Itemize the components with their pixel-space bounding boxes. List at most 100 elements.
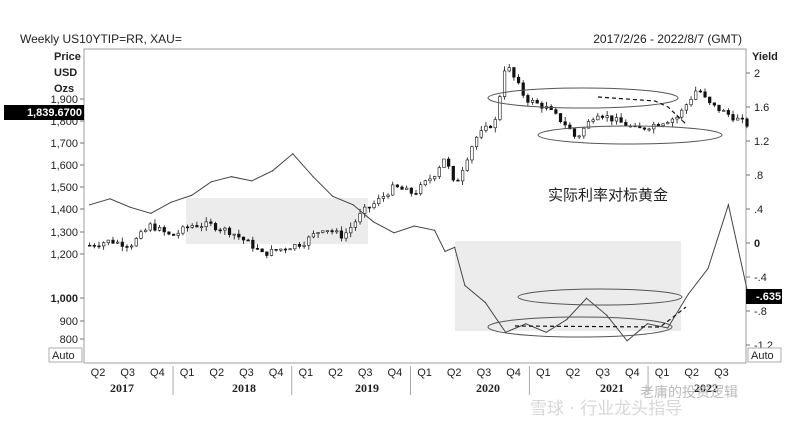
x-tick-quarter: Q3 bbox=[595, 367, 610, 379]
gold-candle-body bbox=[488, 125, 493, 129]
gold-candle-body bbox=[213, 223, 218, 231]
gold-candle-body bbox=[647, 128, 651, 131]
gold-candle-body bbox=[190, 225, 194, 228]
x-year-label: 2020 bbox=[476, 381, 500, 395]
x-tick-quarter: Q4 bbox=[506, 367, 521, 379]
gold-candle-body bbox=[414, 193, 418, 195]
gold-candle-body bbox=[176, 232, 180, 236]
x-tick-quarter: Q4 bbox=[388, 367, 403, 379]
gold-candle-body bbox=[88, 244, 92, 247]
gold-candle-body bbox=[572, 128, 577, 137]
yield-point bbox=[687, 293, 689, 295]
gold-candle-body bbox=[367, 206, 371, 209]
yield-point bbox=[89, 204, 91, 206]
gold-candle-body bbox=[209, 221, 213, 224]
yield-point bbox=[271, 170, 274, 172]
gold-candle-body bbox=[493, 119, 497, 129]
gold-candle-body bbox=[465, 159, 469, 171]
gold-candle-body bbox=[461, 170, 465, 182]
left-tick-label: 1,600 bbox=[50, 160, 78, 172]
gold-candle-body bbox=[97, 245, 101, 248]
gold-candle-body bbox=[726, 110, 730, 115]
gold-candle-body bbox=[377, 198, 381, 204]
left-auto-box[interactable] bbox=[48, 347, 83, 363]
gold-candle-body bbox=[619, 117, 623, 123]
gold-candle-body bbox=[302, 244, 306, 247]
gold-candle-body bbox=[134, 238, 138, 247]
yield-point bbox=[210, 181, 212, 183]
x-axis: Q2 Q3 Q4 Q1 Q2 Q3 Q4 Q1 Q2 Q3 Q4 Q1 Q2 Q3 Q4 Q1 Q2 Q3 Q4 Q1… bbox=[91, 366, 729, 395]
yield-point bbox=[292, 153, 294, 155]
left-axis-title-2: USD bbox=[54, 67, 77, 79]
gold-candle-body bbox=[106, 239, 110, 244]
gold-candle-body bbox=[447, 158, 451, 167]
gold-candle-body bbox=[335, 230, 339, 233]
right-tick-label: .4 bbox=[754, 204, 763, 216]
gold-candle-body bbox=[153, 223, 157, 231]
yield-point bbox=[646, 323, 649, 325]
gold-candle-body bbox=[157, 227, 162, 231]
right-tick-label: .8 bbox=[754, 170, 763, 182]
yield-point bbox=[707, 267, 709, 270]
gold-candle-body bbox=[246, 239, 250, 242]
gold-candle-body bbox=[232, 233, 236, 236]
yield-point bbox=[667, 327, 669, 329]
gold-candle-body bbox=[745, 118, 749, 127]
yield-point bbox=[525, 323, 527, 325]
gold-candle-body bbox=[381, 196, 385, 199]
yield-point bbox=[545, 331, 547, 333]
gold-candle-body bbox=[325, 230, 330, 232]
gold-candle-body bbox=[274, 248, 278, 251]
gold-candle-body bbox=[185, 226, 190, 229]
left-axis-ticks: 800 900 1,000 1,200 1,300 1,400 1,500 1,600 1,70… bbox=[50, 94, 84, 346]
gold-candle-body bbox=[372, 203, 376, 208]
right-tick-label: -.4 bbox=[754, 272, 767, 284]
gold-candle-body bbox=[391, 184, 395, 196]
yield-point bbox=[312, 176, 314, 178]
gold-candle-body bbox=[614, 117, 619, 122]
gold-candle-body bbox=[554, 109, 558, 114]
gold-candle-body bbox=[526, 95, 530, 103]
gold-candle-body bbox=[116, 241, 120, 244]
right-tick-label: 1.2 bbox=[754, 136, 769, 148]
current-yield-value: -.635 bbox=[756, 291, 781, 303]
gold-candle-body bbox=[386, 194, 390, 197]
gold-candle-body bbox=[120, 241, 124, 247]
annotation-ellipse-yield-bottom bbox=[487, 316, 673, 338]
right-auto-box[interactable] bbox=[747, 347, 782, 363]
yield-point bbox=[129, 206, 131, 208]
gold-candle-body bbox=[251, 239, 255, 249]
gold-candle-body bbox=[680, 109, 684, 118]
left-tick-label: 1,500 bbox=[50, 182, 78, 194]
shade-region-2 bbox=[455, 241, 681, 331]
gold-candle-body bbox=[311, 233, 316, 238]
chart-annotation: 实际利率对标黄金 bbox=[548, 186, 668, 204]
gold-candle-body bbox=[717, 104, 721, 112]
left-axis-title-3: Ozs bbox=[54, 83, 74, 95]
gold-candle-body bbox=[442, 158, 446, 168]
chart-title: Weekly US10YTIP=RR, XAU= bbox=[20, 32, 182, 46]
gold-candle-body bbox=[656, 123, 661, 126]
gold-candle-body bbox=[558, 113, 563, 122]
left-tick-label: 1,900 bbox=[50, 94, 78, 106]
gold-candle-body bbox=[293, 244, 297, 250]
gold-candle-body bbox=[167, 231, 171, 235]
shade-region-1 bbox=[186, 198, 368, 244]
gold-candle-body bbox=[507, 67, 511, 72]
yield-point bbox=[434, 229, 436, 231]
yield-point bbox=[454, 246, 456, 248]
gold-candle-body bbox=[661, 123, 665, 126]
gold-candle-body bbox=[260, 248, 264, 253]
gold-candle-body bbox=[139, 231, 143, 239]
yield-point bbox=[150, 212, 152, 214]
gold-candle-body bbox=[349, 227, 353, 234]
x-year-label: 2021 bbox=[600, 381, 624, 395]
gold-candle-body bbox=[516, 76, 521, 84]
x-tick-quarter: Q1 bbox=[417, 367, 432, 379]
gold-candle-body bbox=[344, 232, 348, 239]
gold-candle-body bbox=[102, 242, 106, 247]
annotation-ellipse-gold-bottom bbox=[537, 125, 723, 145]
yield-point bbox=[230, 176, 233, 178]
x-tick-quarter: Q2 bbox=[328, 367, 343, 379]
gold-candle-body bbox=[148, 223, 152, 231]
